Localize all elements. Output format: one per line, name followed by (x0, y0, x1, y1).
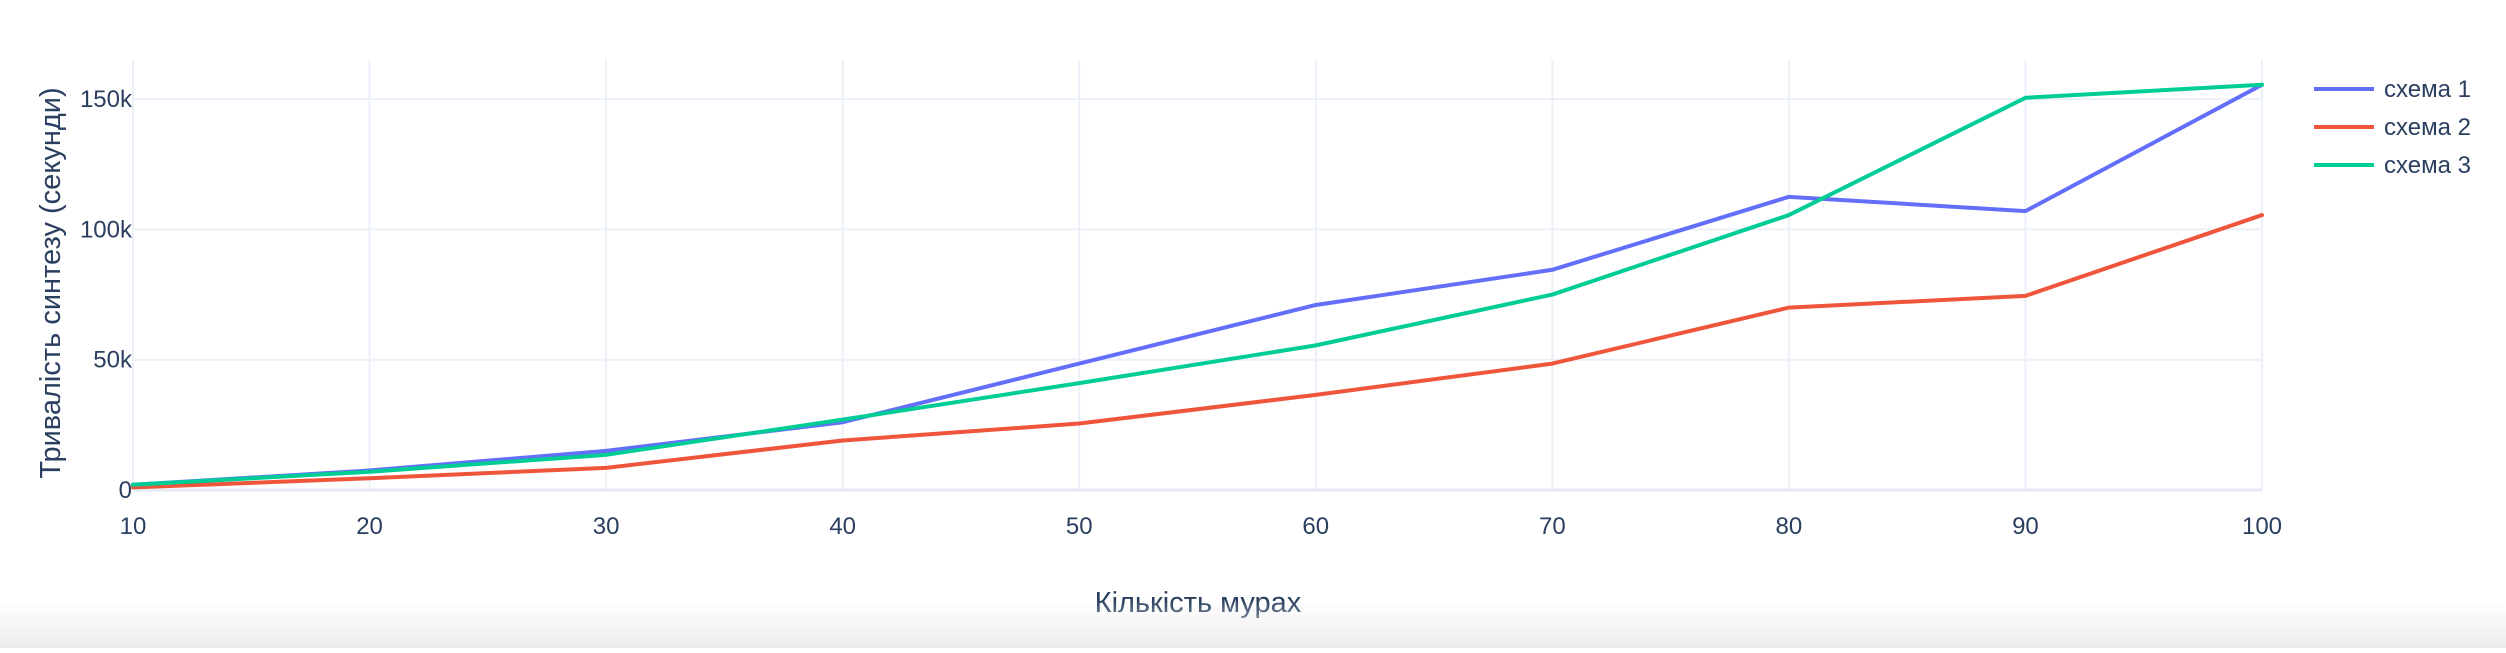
y-tick-label: 50k (93, 347, 133, 374)
y-tick-labels: 0 50k 100k 150k (80, 86, 133, 504)
x-tick-label: 80 (1776, 513, 1803, 540)
data-point (2022, 95, 2028, 101)
data-point (1076, 421, 1082, 427)
data-point (2259, 82, 2265, 88)
x-tick-label: 90 (2012, 513, 2039, 540)
grid (132, 60, 2263, 492)
data-point (1076, 380, 1082, 386)
data-point (2259, 212, 2265, 218)
data-point (1313, 392, 1319, 398)
data-point (840, 417, 846, 423)
data-point (2022, 208, 2028, 214)
data-point (603, 452, 609, 458)
data-point (1549, 292, 1555, 298)
data-point (367, 469, 373, 475)
y-axis-title: Тривалість синтезу (секунди) (35, 87, 67, 478)
data-point (1786, 194, 1792, 200)
data-point (603, 465, 609, 471)
x-tick-labels: 10 20 30 40 50 60 70 80 90 100 (120, 513, 2282, 540)
y-tick-label: 0 (119, 477, 132, 504)
data-point (1549, 267, 1555, 273)
data-point (1313, 302, 1319, 308)
y-tick-label: 100k (80, 216, 133, 243)
x-tick-label: 70 (1539, 513, 1566, 540)
legend-item-1[interactable]: схема 1 (2314, 76, 2471, 103)
data-point (840, 437, 846, 443)
series-line-2 (131, 213, 2264, 490)
x-tick-label: 50 (1066, 513, 1093, 540)
series-line-1 (131, 82, 2264, 487)
x-tick-label: 20 (356, 513, 383, 540)
data-point (1786, 212, 1792, 218)
legend-item-3[interactable]: схема 3 (2314, 152, 2471, 179)
data-point (367, 475, 373, 481)
bottom-shade (0, 600, 2506, 648)
x-tick-label: 100 (2242, 513, 2282, 540)
legend-label: схема 1 (2384, 76, 2471, 103)
x-tick-label: 60 (1302, 513, 1329, 540)
x-tick-label: 10 (120, 513, 147, 540)
x-tick-label: 30 (593, 513, 620, 540)
legend-item-2[interactable]: схема 2 (2314, 114, 2471, 141)
series-line-3 (131, 82, 2264, 487)
data-point (1549, 361, 1555, 367)
y-tick-label: 150k (80, 86, 133, 113)
data-point (2022, 293, 2028, 299)
data-point (1786, 305, 1792, 311)
legend-label: схема 3 (2384, 152, 2471, 179)
x-tick-label: 40 (829, 513, 856, 540)
series-lines (131, 82, 2265, 490)
data-point (1076, 361, 1082, 367)
legend-label: схема 2 (2384, 114, 2471, 141)
legend[interactable]: схема 1 схема 2 схема 3 (2314, 76, 2471, 179)
data-point (1313, 342, 1319, 348)
